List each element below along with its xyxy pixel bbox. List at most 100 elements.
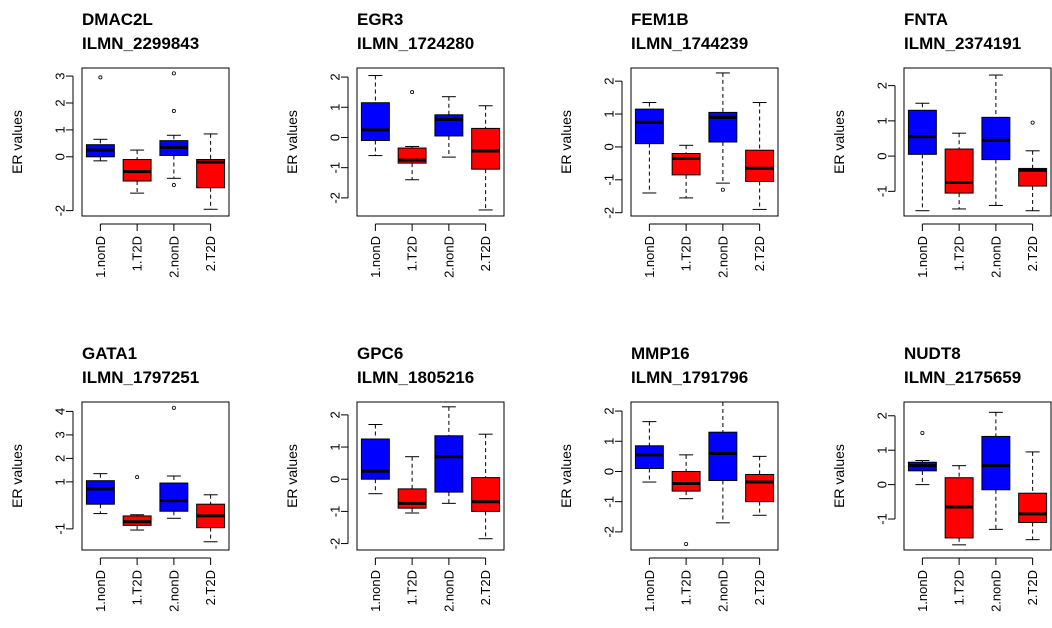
iqr-box	[471, 477, 501, 512]
x-tick-label: 2.T2D	[203, 570, 218, 605]
box-1-nond	[85, 75, 115, 162]
x-tick-label: 1.nonD	[93, 570, 108, 612]
plot-frame	[903, 67, 1052, 217]
panel-gene-title: FNTA	[904, 10, 948, 29]
y-axis-label: ER values	[284, 444, 300, 508]
box-2-t2d	[745, 102, 775, 210]
y-tick-label: -2	[53, 205, 68, 217]
x-tick-label: 1.nonD	[915, 236, 930, 278]
iqr-box	[434, 435, 464, 493]
iqr-box	[745, 149, 775, 182]
y-axis-label: ER values	[9, 110, 25, 174]
plot-frame	[356, 67, 505, 217]
panel-probe-title: ILMN_1805216	[357, 368, 474, 387]
box-1-nond	[907, 102, 937, 212]
x-tick-label: 1.nonD	[368, 236, 383, 278]
box-1-t2d	[671, 144, 701, 199]
y-tick-label: 0	[328, 134, 343, 141]
y-tick-label: 0	[602, 143, 617, 150]
x-tick-label: 1.T2D	[952, 570, 967, 605]
x-tick-label: 1.T2D	[405, 236, 420, 271]
y-tick-label: 2	[602, 407, 617, 414]
y-axis-label: ER values	[831, 444, 847, 508]
x-tick-label: 1.nonD	[915, 570, 930, 612]
x-tick-label: 1.nonD	[368, 570, 383, 612]
iqr-box	[397, 488, 427, 509]
y-tick-label: 3	[53, 431, 68, 438]
y-axis-label: ER values	[9, 444, 25, 508]
box-2-nond	[434, 406, 464, 504]
panel-egr3: EGR3 ILMN_1724280 ER values -2 -1 0 1 2 1.nonD 1.…	[284, 10, 505, 278]
box-1-nond	[907, 430, 937, 486]
y-tick-label: 3	[52, 72, 67, 79]
box-2-t2d	[196, 133, 226, 210]
y-tick-label: 1	[328, 443, 343, 450]
x-tick-label: 2.nonD	[441, 570, 456, 612]
panel-gpc6: GPC6 ILMN_1805216 ER values -2 -1 0 1 2 1.nonD 1.…	[284, 344, 505, 612]
y-axis-label: ER values	[558, 110, 574, 174]
y-tick-label: 0	[602, 468, 617, 475]
y-tick-label: 2	[328, 73, 343, 80]
box-2-t2d	[471, 433, 501, 540]
outlier-point	[410, 90, 415, 95]
iqr-box	[634, 445, 664, 469]
y-tick-label: -1	[328, 162, 343, 174]
iqr-box	[196, 158, 226, 189]
box-2-nond	[981, 74, 1011, 206]
iqr-box	[634, 108, 664, 145]
box-1-nond	[634, 421, 664, 483]
y-tick-label: 0	[53, 153, 68, 160]
x-tick-label: 2.nonD	[166, 236, 181, 278]
x-tick-label: 1.T2D	[679, 236, 694, 271]
y-tick-label: -1	[602, 174, 617, 186]
panel-gene-title: DMAC2L	[82, 10, 153, 29]
panel-probe-title: ILMN_1724280	[357, 34, 474, 53]
iqr-box	[85, 480, 115, 505]
box-2-t2d	[196, 494, 226, 543]
y-axis-label: ER values	[284, 110, 300, 174]
y-tick-label: -2	[328, 538, 343, 550]
x-tick-label: 2.T2D	[1025, 570, 1040, 605]
panel-fnta: FNTA ILMN_2374191 ER values -1 0 1 2 1.nonD 1.T2…	[831, 10, 1052, 278]
x-tick-label: 1.T2D	[130, 570, 145, 605]
panel-gene-title: FEM1B	[631, 10, 689, 29]
y-axis-label: ER values	[558, 444, 574, 508]
plot-frame	[81, 401, 230, 551]
x-tick-label: 1.nonD	[642, 570, 657, 612]
iqr-box	[360, 438, 390, 480]
outlier-point	[171, 71, 176, 76]
y-tick-label: 2	[53, 455, 68, 462]
box-2-nond	[981, 411, 1011, 530]
panel-probe-title: ILMN_2299843	[82, 34, 199, 53]
box-2-t2d	[471, 105, 501, 211]
y-tick-label: 2	[875, 412, 890, 419]
y-tick-label: 0	[328, 476, 343, 483]
y-tick-label: 2	[602, 78, 617, 85]
y-tick-label: 1	[602, 110, 617, 117]
x-tick-label: 2.T2D	[752, 570, 767, 605]
box-1-nond	[85, 473, 115, 515]
panel-gene-title: MMP16	[631, 344, 690, 363]
box-2-nond	[708, 72, 738, 192]
plot-frame	[356, 401, 505, 551]
outlier-point	[171, 183, 176, 188]
outlier-point	[135, 475, 140, 480]
panel-probe-title: ILMN_1797251	[82, 368, 199, 387]
y-tick-label: -2	[328, 192, 343, 204]
x-tick-label: 2.nonD	[988, 570, 1003, 612]
x-tick-label: 2.nonD	[441, 236, 456, 278]
box-1-t2d	[944, 132, 974, 210]
x-tick-label: 1.T2D	[952, 236, 967, 271]
x-tick-label: 2.nonD	[715, 236, 730, 278]
box-1-t2d	[397, 90, 427, 181]
iqr-box	[981, 116, 1011, 161]
plot-frame	[81, 67, 230, 217]
x-tick-label: 2.nonD	[988, 236, 1003, 278]
iqr-box	[360, 102, 390, 141]
plot-frame	[630, 401, 779, 551]
y-tick-label: -1	[328, 506, 343, 518]
panel-probe-title: ILMN_1744239	[631, 34, 748, 53]
box-1-t2d	[671, 454, 701, 546]
x-tick-label: 2.T2D	[478, 236, 493, 271]
